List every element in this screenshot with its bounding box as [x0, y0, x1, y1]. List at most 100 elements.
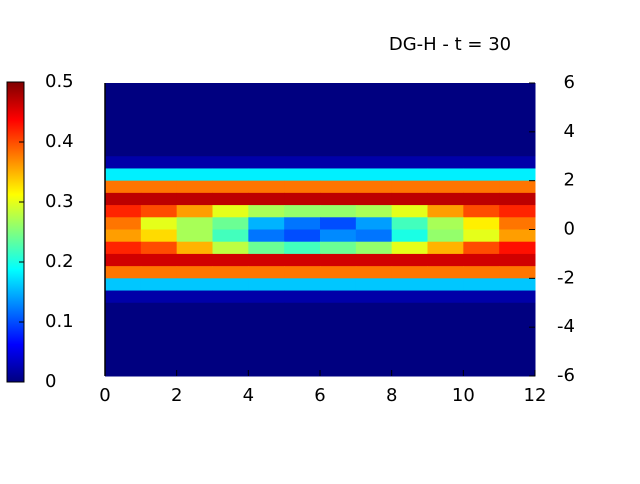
heat-cell [140, 278, 178, 292]
heat-cell [499, 83, 536, 96]
y-tick-label: -4 [557, 316, 575, 337]
heat-cell [176, 144, 213, 157]
colorbar-tick-label: 0 [45, 371, 56, 392]
heat-cell [427, 180, 464, 194]
heat-cell [320, 351, 357, 365]
heat-cell [463, 314, 500, 328]
heat-cell [463, 131, 500, 145]
heat-cell [391, 107, 428, 121]
heat-cell [105, 95, 142, 108]
heat-cell [320, 180, 357, 194]
heat-cell [140, 95, 178, 108]
heat-cell [427, 314, 464, 328]
y-tick-label: -2 [557, 267, 575, 288]
heat-cell [320, 278, 357, 292]
x-tick-label: 6 [314, 385, 325, 406]
heat-cell [355, 253, 393, 267]
heat-cell [355, 339, 393, 353]
heat-cell [284, 156, 321, 169]
heat-cell [176, 302, 213, 316]
y-tick-label: -6 [557, 365, 575, 386]
heat-cell [140, 253, 178, 267]
heat-cell [427, 144, 464, 157]
heat-cell [355, 192, 393, 206]
heat-cell [463, 266, 500, 279]
heat-cell [463, 363, 500, 377]
heat-cell [105, 180, 142, 194]
y-tick-label: 0 [564, 219, 575, 240]
heat-cell [248, 327, 285, 340]
heat-cell [140, 156, 178, 169]
heat-cell [176, 290, 213, 304]
heat-cell [391, 168, 428, 182]
heat-cell [105, 278, 142, 292]
heat-cell [140, 290, 178, 304]
heat-cell [105, 363, 142, 377]
heat-cell [140, 180, 178, 194]
heat-cell [391, 229, 428, 243]
heat-cell [320, 168, 357, 182]
heat-cell [284, 363, 321, 377]
heat-cell [355, 180, 393, 194]
heat-cell [355, 217, 393, 230]
heat-cell [140, 83, 178, 96]
heat-cell [427, 302, 464, 316]
heat-cell [248, 192, 285, 206]
heat-cell [391, 241, 428, 255]
heat-cell [320, 156, 357, 169]
heat-cell [176, 314, 213, 328]
heat-cell [176, 229, 213, 243]
heat-cell [284, 131, 321, 145]
heat-cell [391, 253, 428, 267]
heat-cell [499, 290, 536, 304]
heat-cell [391, 302, 428, 316]
x-tick-label: 8 [386, 385, 397, 406]
heat-cell [140, 351, 178, 365]
heat-cell [284, 229, 321, 243]
heat-cell [320, 131, 357, 145]
heat-cell [463, 327, 500, 340]
heat-cell [427, 327, 464, 340]
y-tick-label: 4 [564, 121, 575, 142]
heat-cell [212, 314, 249, 328]
heat-cell [284, 290, 321, 304]
heat-cell [105, 144, 142, 157]
heat-cell [427, 95, 464, 108]
heat-cell [499, 314, 536, 328]
heat-cell [140, 192, 178, 206]
heat-cell [391, 278, 428, 292]
heat-cell [140, 327, 178, 340]
heat-cell [499, 144, 536, 157]
heat-cell [463, 144, 500, 157]
heat-cell [105, 119, 142, 133]
heat-cell [212, 339, 249, 353]
heat-cell [499, 205, 536, 218]
heat-cell [248, 83, 285, 96]
heat-cell [105, 83, 142, 96]
heat-cell [320, 363, 357, 377]
heat-cell [320, 302, 357, 316]
heat-cell [176, 217, 213, 230]
heat-cell [212, 131, 249, 145]
heat-cell [248, 144, 285, 157]
heat-cell [427, 229, 464, 243]
heat-cell [212, 95, 249, 108]
heat-cell [320, 205, 357, 218]
heat-cell [320, 229, 357, 243]
heat-cell [355, 107, 393, 121]
heat-cell [320, 95, 357, 108]
heat-cell [284, 314, 321, 328]
heat-cell [284, 266, 321, 279]
heat-cell [463, 278, 500, 292]
colorbar-tick-label: 0.5 [45, 71, 74, 92]
heat-cell [248, 205, 285, 218]
heat-cell [212, 327, 249, 340]
heat-cell [284, 95, 321, 108]
heat-cell [212, 180, 249, 194]
heat-cell [105, 351, 142, 365]
heat-cell [427, 266, 464, 279]
heat-cell [463, 253, 500, 267]
heat-cell [212, 302, 249, 316]
heat-cell [105, 131, 142, 145]
heat-cell [176, 180, 213, 194]
